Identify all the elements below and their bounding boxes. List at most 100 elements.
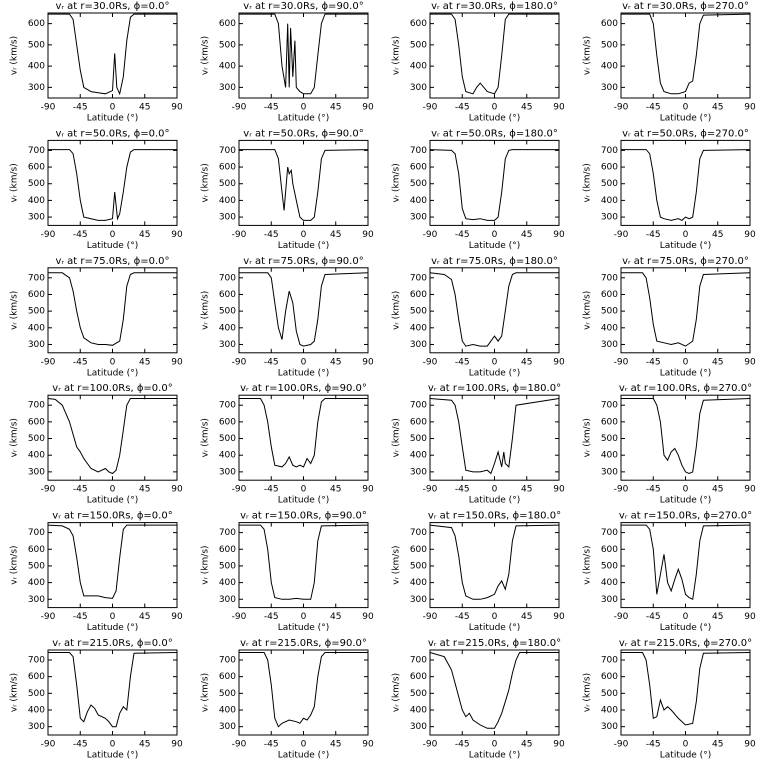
plot-frame xyxy=(429,394,560,481)
plot-frame xyxy=(620,12,751,99)
chart-title: vᵣ at r=215.0Rs, ϕ=0.0° xyxy=(52,638,172,649)
x-tick-label: -45 xyxy=(646,740,661,750)
chart-title: vᵣ at r=75.0Rs, ϕ=0.0° xyxy=(55,256,169,267)
y-tick-label: 500 xyxy=(410,307,427,317)
y-tick-label: 400 xyxy=(601,451,618,461)
x-tick-label: -45 xyxy=(264,612,279,622)
chart-title: vᵣ at r=150.0Rs, ϕ=270.0° xyxy=(619,511,752,522)
y-tick-label: 300 xyxy=(601,83,618,93)
y-tick-label: 600 xyxy=(601,417,618,427)
y-axis-label: vᵣ (km/s) xyxy=(201,545,211,584)
x-tick-label: -45 xyxy=(73,612,88,622)
x-axis-label: Latitude (°) xyxy=(278,751,329,761)
y-tick-label: 400 xyxy=(28,323,45,333)
y-tick-label: 400 xyxy=(28,62,45,72)
y-tick-label: 500 xyxy=(410,179,427,189)
y-tick-label: 300 xyxy=(219,722,236,732)
y-tick-label: 300 xyxy=(28,595,45,605)
x-tick-label: -90 xyxy=(614,612,629,622)
x-tick-label: -45 xyxy=(264,740,279,750)
x-tick-label: -90 xyxy=(41,230,56,240)
y-tick-label: 300 xyxy=(219,595,236,605)
x-tick-label: -90 xyxy=(232,485,247,495)
x-tick-label: -90 xyxy=(423,357,438,367)
x-tick-label: -90 xyxy=(232,103,247,113)
x-axis-label: Latitude (°) xyxy=(660,496,711,506)
x-tick-label: 90 xyxy=(744,740,756,750)
plot-frame xyxy=(238,649,369,736)
data-line xyxy=(239,398,368,468)
x-tick-label: -90 xyxy=(423,612,438,622)
x-tick-label: -90 xyxy=(614,230,629,240)
y-tick-label: 400 xyxy=(601,323,618,333)
y-tick-label: 600 xyxy=(219,163,236,173)
x-tick-label: 0 xyxy=(683,230,689,240)
x-tick-label: -45 xyxy=(646,230,661,240)
chart-title: vᵣ at r=100.0Rs, ϕ=0.0° xyxy=(52,383,172,394)
x-tick-label: -90 xyxy=(41,103,56,113)
y-tick-label: 600 xyxy=(219,417,236,427)
chart-title: vᵣ at r=100.0Rs, ϕ=90.0° xyxy=(240,383,367,394)
y-tick-label: 500 xyxy=(28,307,45,317)
x-tick-label: -45 xyxy=(455,612,470,622)
y-tick-label: 500 xyxy=(219,179,236,189)
y-tick-label: 400 xyxy=(601,706,618,716)
y-tick-label: 700 xyxy=(28,273,45,283)
x-tick-label: 90 xyxy=(362,230,374,240)
y-tick-label: 500 xyxy=(28,434,45,444)
plot-frame xyxy=(429,649,560,736)
x-tick-label: -45 xyxy=(73,485,88,495)
y-tick-label: 400 xyxy=(219,196,236,206)
x-tick-label: 45 xyxy=(330,103,341,113)
x-tick-label: 90 xyxy=(171,485,183,495)
x-axis-label: Latitude (°) xyxy=(469,114,520,124)
y-tick-label: 400 xyxy=(410,578,427,588)
y-tick-label: 400 xyxy=(219,451,236,461)
y-tick-label: 700 xyxy=(219,401,236,411)
y-tick-label: 500 xyxy=(219,40,236,50)
x-tick-label: 0 xyxy=(492,740,498,750)
y-axis-label: vᵣ (km/s) xyxy=(392,36,402,75)
x-tick-label: 45 xyxy=(330,485,341,495)
y-axis-label: vᵣ (km/s) xyxy=(10,291,20,330)
chart-title: vᵣ at r=215.0Rs, ϕ=180.0° xyxy=(428,638,561,649)
y-tick-label: 700 xyxy=(601,273,618,283)
y-axis-label: vᵣ (km/s) xyxy=(392,418,402,457)
y-tick-label: 700 xyxy=(28,528,45,538)
x-tick-label: 0 xyxy=(110,230,116,240)
y-axis-label: vᵣ (km/s) xyxy=(392,673,402,712)
y-axis-label: vᵣ (km/s) xyxy=(10,36,20,75)
x-tick-label: 45 xyxy=(521,357,532,367)
x-axis-label: Latitude (°) xyxy=(278,368,329,378)
x-tick-label: 45 xyxy=(330,740,341,750)
y-tick-label: 400 xyxy=(219,323,236,333)
data-line xyxy=(48,149,177,221)
y-axis-label: vᵣ (km/s) xyxy=(201,673,211,712)
x-tick-label: -45 xyxy=(264,230,279,240)
y-tick-label: 500 xyxy=(219,434,236,444)
x-tick-label: -45 xyxy=(646,357,661,367)
x-tick-label: 90 xyxy=(553,230,565,240)
x-tick-label: -45 xyxy=(73,357,88,367)
chart-title: vᵣ at r=50.0Rs, ϕ=180.0° xyxy=(431,128,558,139)
x-tick-label: 90 xyxy=(744,485,756,495)
y-tick-label: 500 xyxy=(601,689,618,699)
x-tick-label: -45 xyxy=(264,103,279,113)
x-tick-label: 45 xyxy=(330,612,341,622)
x-tick-label: 90 xyxy=(171,357,183,367)
x-tick-label: 90 xyxy=(744,230,756,240)
x-tick-label: -90 xyxy=(423,485,438,495)
x-axis-label: Latitude (°) xyxy=(87,368,138,378)
chart-title: vᵣ at r=75.0Rs, ϕ=180.0° xyxy=(431,256,558,267)
x-tick-label: 45 xyxy=(139,357,150,367)
x-tick-label: 90 xyxy=(553,612,565,622)
y-tick-label: 300 xyxy=(219,213,236,223)
y-tick-label: 700 xyxy=(601,656,618,666)
x-tick-label: -45 xyxy=(646,485,661,495)
y-tick-label: 400 xyxy=(219,578,236,588)
x-tick-label: 0 xyxy=(110,485,116,495)
plot-frame xyxy=(620,394,751,481)
y-tick-label: 300 xyxy=(28,467,45,477)
x-tick-label: 0 xyxy=(683,740,689,750)
